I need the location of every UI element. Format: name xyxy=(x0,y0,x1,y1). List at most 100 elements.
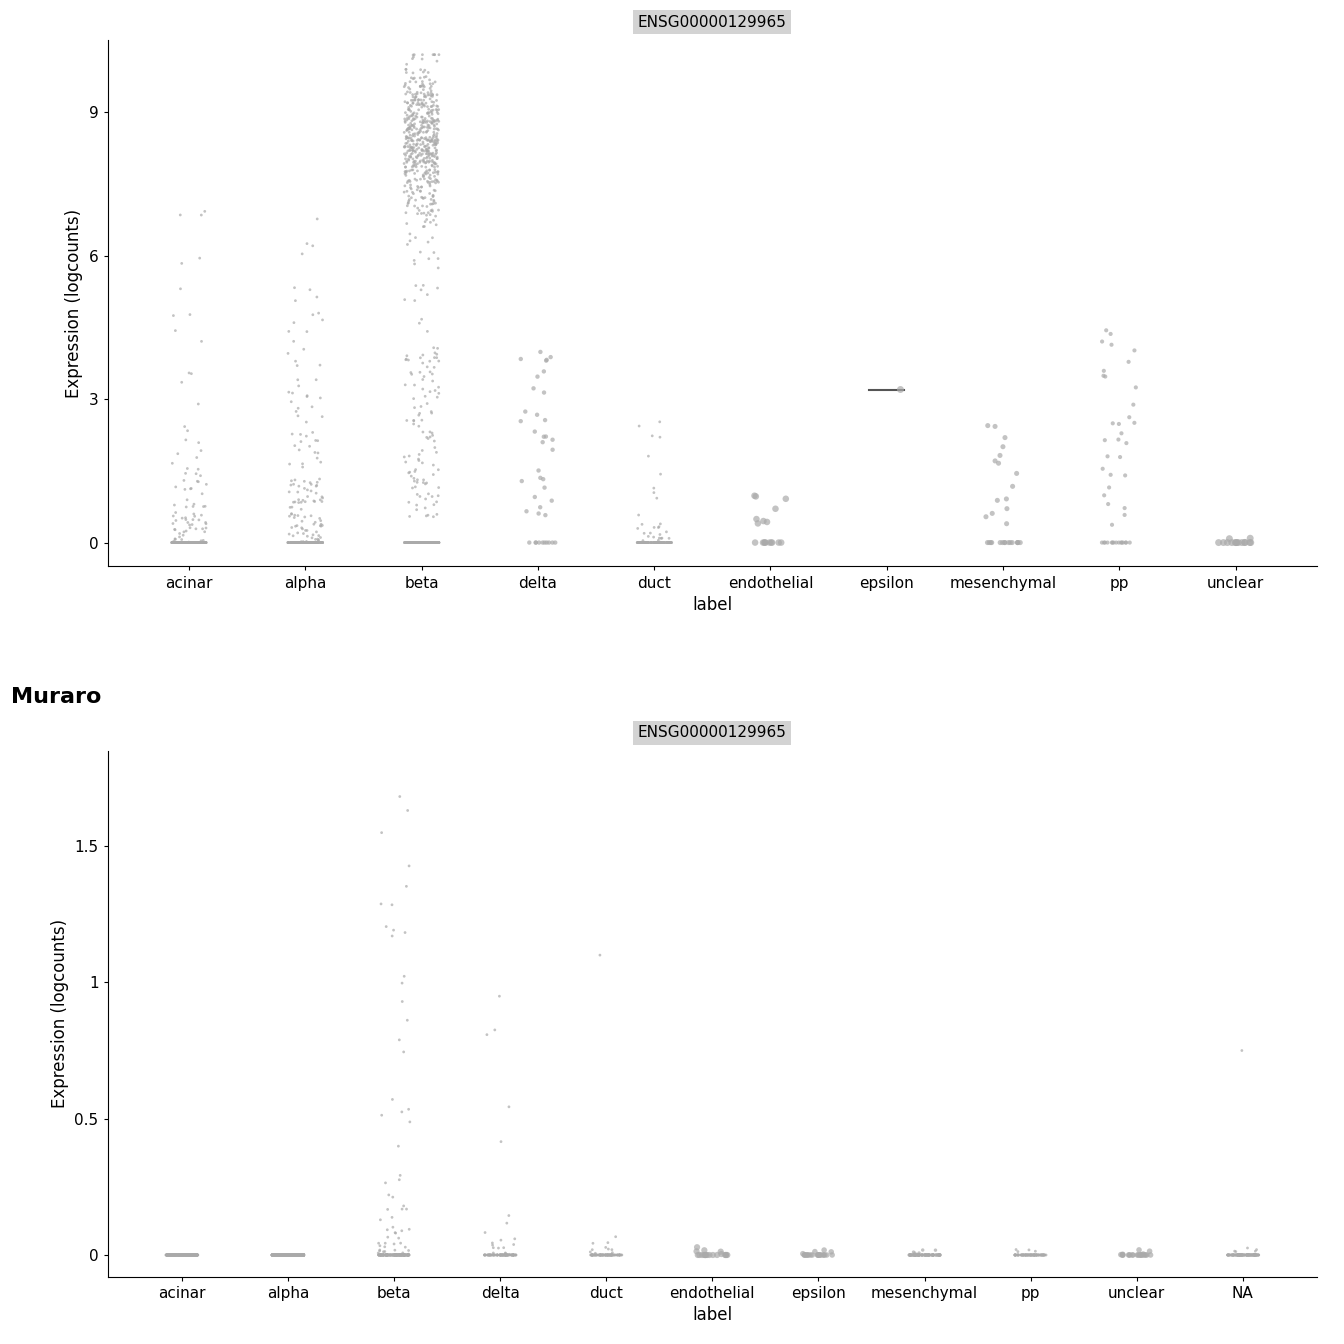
Point xyxy=(302,532,324,554)
Point xyxy=(177,532,199,554)
Point xyxy=(909,1245,930,1266)
Point xyxy=(179,532,200,554)
Point xyxy=(422,454,444,476)
Point xyxy=(406,499,427,520)
Point xyxy=(192,530,214,551)
Point xyxy=(276,1245,297,1266)
Point xyxy=(274,1245,296,1266)
Point xyxy=(996,488,1017,509)
Point xyxy=(425,71,446,93)
Point xyxy=(278,453,300,474)
Point xyxy=(274,1245,296,1266)
Point xyxy=(1227,1245,1249,1266)
Point xyxy=(187,470,208,492)
Point xyxy=(395,145,417,167)
Point xyxy=(707,1245,728,1266)
Point xyxy=(277,1245,298,1266)
Point xyxy=(286,1245,308,1266)
Point xyxy=(1031,1245,1052,1266)
Point xyxy=(284,1245,305,1266)
Point xyxy=(421,532,442,554)
Point xyxy=(280,1245,301,1266)
Point xyxy=(1245,1245,1266,1266)
Point xyxy=(157,1245,179,1266)
Point xyxy=(406,103,427,125)
Point xyxy=(687,1245,708,1266)
Point xyxy=(282,532,304,554)
Point xyxy=(414,163,435,184)
Point xyxy=(978,532,1000,554)
Point xyxy=(993,532,1015,554)
Point xyxy=(384,1245,406,1266)
Point xyxy=(427,109,449,130)
Point xyxy=(977,532,999,554)
Point xyxy=(292,519,313,540)
Point xyxy=(181,1245,203,1266)
Point xyxy=(1011,1245,1032,1266)
Point xyxy=(292,1245,313,1266)
Point xyxy=(509,348,531,370)
Point xyxy=(1218,1245,1239,1266)
Point xyxy=(399,78,421,99)
Point xyxy=(403,532,425,554)
Point xyxy=(396,1245,418,1266)
Point xyxy=(411,187,433,208)
Point xyxy=(988,453,1009,474)
Point xyxy=(414,86,435,108)
Point xyxy=(263,1245,285,1266)
Point xyxy=(298,532,320,554)
Point xyxy=(195,532,216,554)
Point xyxy=(402,114,423,136)
Point xyxy=(425,153,446,175)
Point xyxy=(278,1245,300,1266)
Point xyxy=(1242,1245,1263,1266)
Point xyxy=(289,1245,310,1266)
Point xyxy=(410,532,431,554)
Point xyxy=(266,1245,288,1266)
Point xyxy=(261,1245,282,1266)
Point xyxy=(177,532,199,554)
Point xyxy=(289,1245,310,1266)
Point xyxy=(266,1245,288,1266)
Point xyxy=(267,1245,289,1266)
Point xyxy=(190,532,211,554)
Point xyxy=(534,382,555,403)
Point xyxy=(172,1245,194,1266)
Point xyxy=(176,458,198,480)
Point xyxy=(368,1245,390,1266)
Point xyxy=(262,1245,284,1266)
Point xyxy=(288,532,309,554)
Point xyxy=(636,532,657,554)
Point xyxy=(281,532,302,554)
Point xyxy=(527,366,548,387)
Point xyxy=(406,156,427,177)
Point xyxy=(276,1245,297,1266)
Point xyxy=(284,532,305,554)
Point xyxy=(265,1245,286,1266)
Point xyxy=(281,1245,302,1266)
Point xyxy=(292,1245,313,1266)
Point xyxy=(184,1245,206,1266)
Point xyxy=(157,1245,179,1266)
Point xyxy=(808,1245,829,1266)
Point xyxy=(177,419,199,441)
Point xyxy=(270,1245,292,1266)
Point xyxy=(289,1245,310,1266)
Point xyxy=(179,532,200,554)
Point xyxy=(163,1245,184,1266)
Point xyxy=(190,532,211,554)
Point xyxy=(401,532,422,554)
Point xyxy=(271,1245,293,1266)
Point xyxy=(394,1245,415,1266)
Point xyxy=(609,1245,630,1266)
Point xyxy=(289,439,310,461)
Point xyxy=(302,524,324,546)
Point xyxy=(1218,1245,1239,1266)
Point xyxy=(401,101,422,122)
Point xyxy=(384,1239,406,1261)
Point xyxy=(289,1245,310,1266)
Point xyxy=(172,508,194,530)
Point xyxy=(649,464,671,485)
Point xyxy=(273,1245,294,1266)
Point xyxy=(423,210,445,231)
